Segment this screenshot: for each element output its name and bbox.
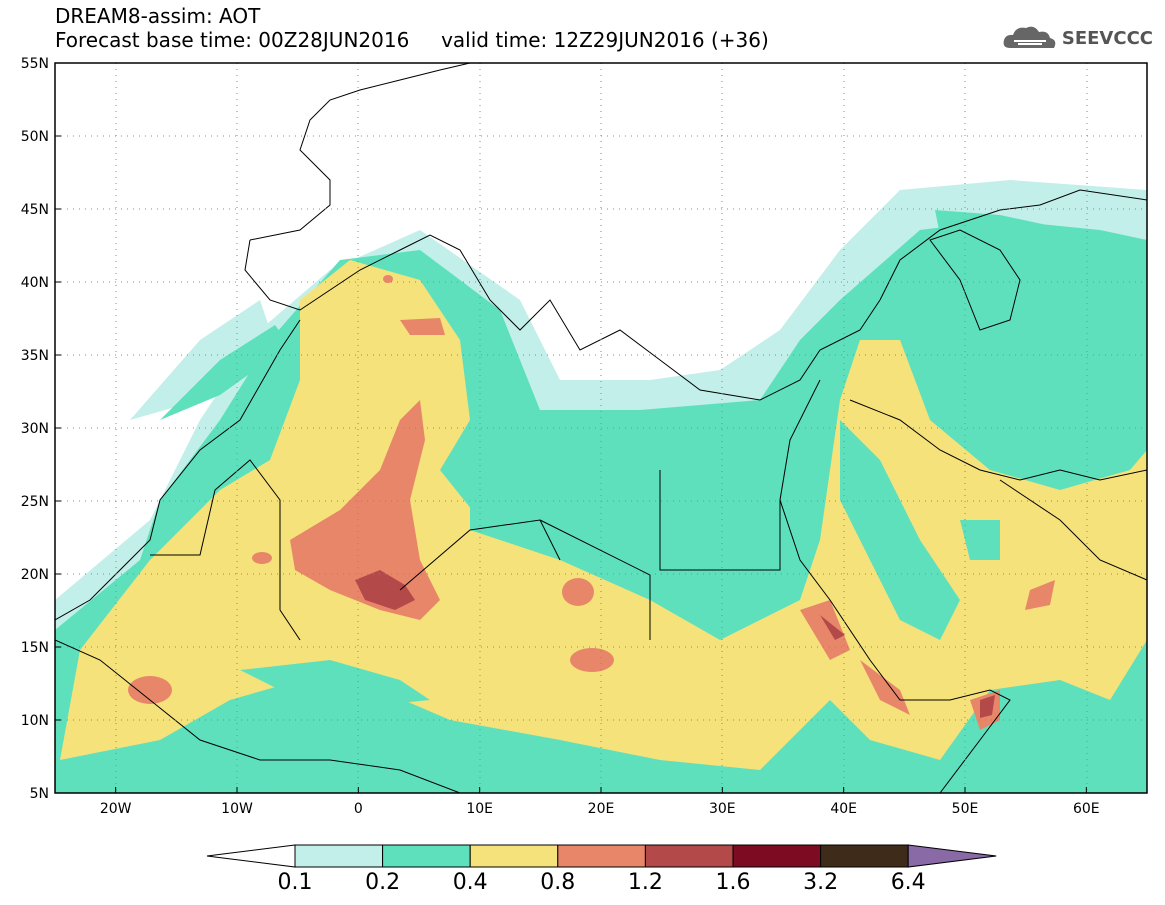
lon-label: 30E xyxy=(709,801,736,817)
lat-label: 25N xyxy=(21,494,49,510)
lat-label: 40N xyxy=(21,275,49,291)
lat-label: 55N xyxy=(21,56,49,72)
logo-text: SEEVCCC xyxy=(1061,27,1153,49)
lat-label: 45N xyxy=(21,202,49,218)
colorbar-label: 0.1 xyxy=(277,870,313,895)
lon-label: 20E xyxy=(588,801,615,817)
lon-label: 10E xyxy=(466,801,493,817)
lon-label: 60E xyxy=(1073,801,1100,817)
seevccc-logo: SEEVCCC xyxy=(1002,24,1153,52)
colorbar-label: 3.2 xyxy=(803,870,839,895)
colorbar-under-arrow xyxy=(206,844,296,868)
graticule xyxy=(55,63,1147,793)
colorbar xyxy=(206,844,997,868)
colorbar-label: 1.2 xyxy=(627,870,663,895)
colorbar-segment xyxy=(644,844,734,868)
aot-band-0.4 xyxy=(60,260,1147,770)
coastlines xyxy=(55,63,1147,793)
map-title: DREAM8-assim: AOT xyxy=(55,4,261,28)
lat-label: 30N xyxy=(21,421,49,437)
lat-label: 50N xyxy=(21,129,49,145)
lat-label: 35N xyxy=(21,348,49,364)
colorbar-segment xyxy=(732,844,822,868)
lat-label: 5N xyxy=(30,786,49,802)
lon-label: 0 xyxy=(354,801,363,817)
colorbar-segment xyxy=(557,844,646,868)
lat-label: 15N xyxy=(21,640,49,656)
lon-label: 10W xyxy=(221,801,253,817)
forecast-times: Forecast base time: 00Z28JUN2016 valid t… xyxy=(55,28,769,52)
lon-label: 50E xyxy=(952,801,979,817)
colorbar-segment xyxy=(820,844,909,868)
lat-label: 10N xyxy=(21,713,49,729)
colorbar-label: 0.4 xyxy=(452,870,488,895)
colorbar-label: 0.8 xyxy=(540,870,576,895)
lon-axis: 20W 10W 0 10E 20E 30E 40E 50E 60E xyxy=(100,787,1100,817)
colorbar-label: 1.6 xyxy=(715,870,751,895)
lat-axis: 55N 50N 45N 40N 35N 30N 25N 20N 15N 10N 5N xyxy=(21,56,61,802)
colorbar-segment xyxy=(469,844,559,868)
colorbar-segment xyxy=(294,844,384,868)
lon-label: 40E xyxy=(830,801,857,817)
aot-band-0.2-inner xyxy=(55,330,1030,793)
aot-band-1.2 xyxy=(355,570,995,718)
colorbar-label: 6.4 xyxy=(890,870,926,895)
colorbar-segment xyxy=(382,844,471,868)
aot-field xyxy=(55,63,1147,793)
cloud-icon xyxy=(1003,26,1056,48)
lat-label: 20N xyxy=(21,567,49,583)
lon-label: 20W xyxy=(100,801,132,817)
colorbar-label: 0.2 xyxy=(365,870,401,895)
colorbar-over-arrow xyxy=(907,844,997,868)
